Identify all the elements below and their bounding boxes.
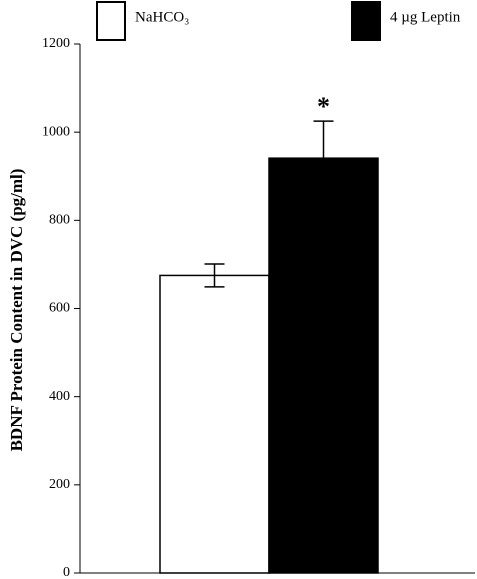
significance-marker: * [317, 92, 330, 121]
legend-label: 4 µg Leptin [390, 9, 461, 25]
legend-label: NaHCO₃ [135, 9, 189, 25]
error-bar [204, 263, 225, 288]
y-tick-label: 1200 [42, 36, 70, 51]
legend-swatch [351, 1, 381, 41]
y-axis-title: BDNF Protein Content in DVC (pg/ml) [7, 169, 26, 452]
error-bar [313, 120, 334, 196]
legend-swatch [96, 1, 126, 41]
bar [159, 274, 270, 574]
y-tick-label: 0 [63, 565, 70, 579]
y-tick-label: 600 [49, 301, 70, 316]
bar [268, 157, 379, 574]
y-tick-label: 200 [49, 477, 70, 492]
y-tick-label: 800 [49, 213, 70, 228]
y-tick-label: 1000 [42, 124, 70, 139]
y-tick-label: 400 [49, 389, 70, 404]
